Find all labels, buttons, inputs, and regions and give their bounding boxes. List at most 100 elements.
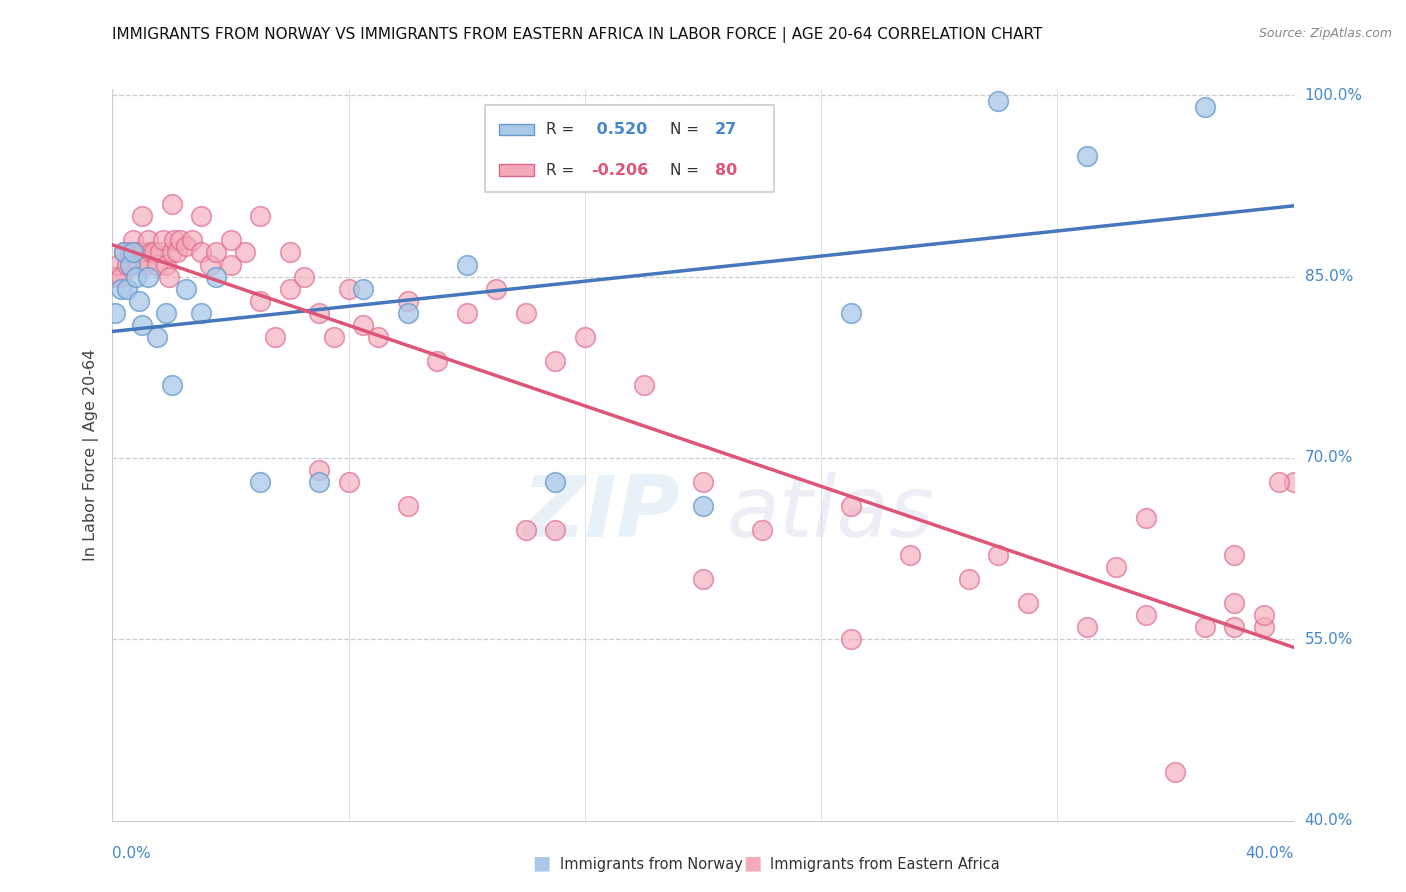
Point (110, 269, 132, 284)
Point (1164, 765, 1187, 780)
Point (396, 306, 419, 320)
Text: atlas: atlas (727, 472, 935, 555)
Point (169, 233, 191, 247)
Point (117, 258, 138, 272)
Point (146, 330, 169, 344)
Text: 85.0%: 85.0% (1305, 269, 1353, 284)
Point (120, 245, 142, 260)
Text: ZIP: ZIP (522, 472, 679, 555)
Point (1223, 620, 1246, 634)
Text: R =: R = (546, 122, 579, 137)
Point (128, 293, 150, 308)
Point (839, 632, 862, 647)
Point (308, 475, 330, 489)
Point (122, 233, 145, 247)
Point (485, 282, 508, 296)
Point (987, 548, 1010, 562)
Point (190, 245, 212, 260)
Text: 100.0%: 100.0% (1305, 87, 1362, 103)
Text: 80: 80 (714, 162, 737, 178)
Point (544, 354, 567, 368)
Text: Source: ZipAtlas.com: Source: ZipAtlas.com (1258, 27, 1392, 40)
Point (839, 500, 862, 514)
Point (751, 524, 773, 538)
Point (174, 239, 197, 253)
Point (367, 330, 389, 344)
Point (515, 306, 537, 320)
Point (1017, 596, 1039, 610)
Point (249, 209, 271, 223)
Point (174, 282, 197, 296)
Point (136, 269, 159, 284)
Point (104, 269, 127, 284)
Point (1268, 475, 1291, 489)
Point (125, 269, 148, 284)
Point (205, 245, 228, 260)
Point (456, 258, 478, 272)
Point (249, 293, 271, 308)
Point (426, 354, 449, 368)
Point (120, 258, 142, 272)
Point (134, 258, 156, 272)
Point (1253, 620, 1275, 634)
Point (131, 209, 153, 223)
Text: 27: 27 (714, 122, 737, 137)
Point (692, 572, 714, 586)
Point (1253, 608, 1275, 623)
Point (337, 282, 360, 296)
Point (112, 245, 135, 260)
Point (633, 378, 655, 392)
Point (233, 245, 256, 260)
Point (149, 245, 172, 260)
Point (308, 463, 330, 477)
Point (1194, 620, 1216, 634)
Point (1105, 559, 1128, 574)
Point (898, 548, 921, 562)
FancyBboxPatch shape (485, 105, 773, 192)
Point (544, 475, 567, 489)
Text: IMMIGRANTS FROM NORWAY VS IMMIGRANTS FROM EASTERN AFRICA IN LABOR FORCE | AGE 20: IMMIGRANTS FROM NORWAY VS IMMIGRANTS FRO… (112, 27, 1043, 43)
Text: ■: ■ (742, 854, 762, 872)
Point (1076, 149, 1098, 163)
Point (198, 258, 221, 272)
Point (396, 293, 419, 308)
Point (181, 233, 204, 247)
Point (692, 500, 714, 514)
Point (1223, 548, 1246, 562)
Point (957, 572, 980, 586)
Point (278, 282, 301, 296)
Point (205, 269, 228, 284)
Point (292, 269, 315, 284)
FancyBboxPatch shape (499, 124, 534, 136)
Point (352, 282, 374, 296)
Point (190, 209, 212, 223)
Point (1076, 620, 1098, 634)
Point (1135, 608, 1157, 623)
Text: 40.0%: 40.0% (1305, 814, 1353, 828)
Point (352, 318, 374, 332)
Point (1135, 511, 1157, 525)
Point (107, 258, 129, 272)
Text: 0.520: 0.520 (591, 122, 647, 137)
Point (152, 233, 174, 247)
Point (131, 245, 153, 260)
Point (155, 258, 177, 272)
Text: 40.0%: 40.0% (1246, 846, 1294, 861)
Point (1282, 475, 1305, 489)
Text: 55.0%: 55.0% (1305, 632, 1353, 647)
Point (219, 258, 242, 272)
Text: 70.0%: 70.0% (1305, 450, 1353, 466)
Point (839, 306, 862, 320)
Point (117, 282, 138, 296)
Point (139, 245, 162, 260)
Point (160, 378, 183, 392)
Point (160, 197, 183, 211)
Point (323, 330, 346, 344)
Text: N =: N = (669, 122, 704, 137)
Point (163, 233, 186, 247)
Point (249, 475, 271, 489)
Point (155, 306, 177, 320)
Point (219, 233, 242, 247)
Text: Immigrants from Eastern Africa: Immigrants from Eastern Africa (770, 857, 1000, 871)
Point (190, 306, 212, 320)
